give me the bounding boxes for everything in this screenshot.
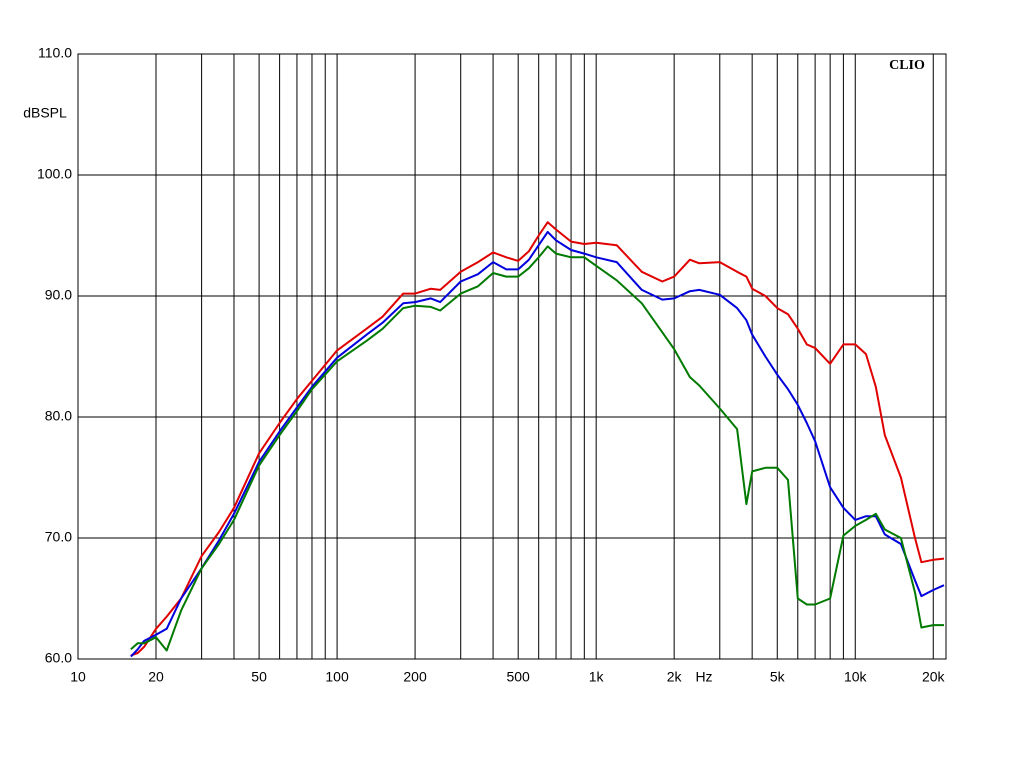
y-axis-label: dBSPL	[23, 105, 67, 121]
x-tick-label: 500	[506, 669, 530, 685]
x-tick-label: 10	[70, 669, 86, 685]
y-tick-label: 90.0	[45, 287, 72, 303]
x-tick-label: 2k	[667, 669, 683, 685]
x-unit-label: Hz	[695, 669, 712, 685]
y-tick-label: 80.0	[45, 408, 72, 424]
y-tick-label: 70.0	[45, 529, 72, 545]
x-tick-label: 20k	[922, 669, 946, 685]
x-tick-label: 100	[325, 669, 349, 685]
y-tick-label: 100.0	[37, 166, 72, 182]
x-tick-label: 1k	[589, 669, 605, 685]
x-tick-label: 200	[403, 669, 427, 685]
x-tick-label: 10k	[844, 669, 868, 685]
y-tick-label: 60.0	[45, 650, 72, 666]
y-tick-label: 110.0	[38, 45, 72, 61]
x-tick-label: 5k	[770, 669, 786, 685]
series-line	[130, 221, 945, 657]
plot-lines	[130, 221, 945, 658]
x-tick-label: 20	[148, 669, 164, 685]
annotation: CLIO	[889, 58, 925, 73]
series-line	[130, 230, 945, 658]
series-line	[130, 245, 944, 652]
plot-frame	[77, 53, 947, 660]
x-tick-label: 50	[251, 669, 267, 685]
